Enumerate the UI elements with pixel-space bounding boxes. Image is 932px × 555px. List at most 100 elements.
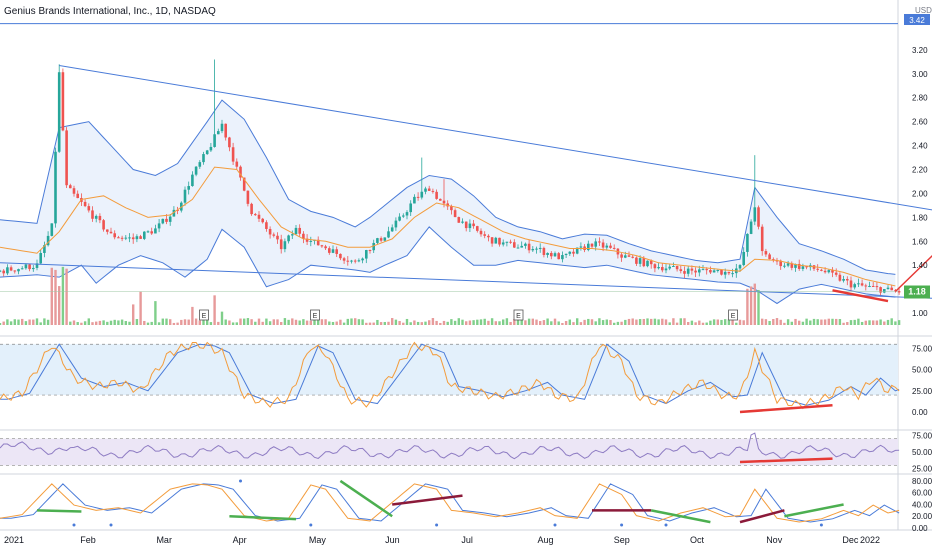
candle-body <box>516 247 520 249</box>
volume-bar <box>257 318 261 325</box>
volume-bar <box>439 322 442 325</box>
stoch-zone <box>0 344 898 396</box>
candle-body <box>39 252 42 264</box>
volume-bar <box>291 318 294 325</box>
volume-bar <box>213 295 216 325</box>
candle-body <box>550 252 553 257</box>
volume-bar <box>846 322 849 325</box>
osc-tick-label: 80.00 <box>912 477 932 486</box>
candle-body <box>416 196 420 198</box>
volume-bar <box>742 320 745 325</box>
candle-body <box>161 218 165 224</box>
candle-body <box>834 272 838 275</box>
volume-bar <box>154 301 157 325</box>
volume-bar <box>17 319 20 325</box>
candle-body <box>239 166 242 178</box>
candle-body <box>191 174 194 187</box>
volume-bar <box>287 319 290 325</box>
candle-body <box>487 235 490 238</box>
bollinger-lower-line <box>0 226 896 305</box>
volume-bar <box>564 321 568 325</box>
price-tick-label: 3.00 <box>912 70 928 79</box>
candle-body <box>860 283 864 286</box>
candle-body <box>775 260 779 262</box>
volume-bar <box>650 318 653 325</box>
volume-bar <box>701 322 705 325</box>
volume-bar <box>827 318 830 325</box>
volume-bar <box>309 320 312 325</box>
candle-body <box>372 242 375 251</box>
candle-body <box>231 147 235 162</box>
volume-bar <box>21 318 24 325</box>
time-tick-label: Jul <box>461 535 473 545</box>
price-axis[interactable]: 3.20 3.00 2.80 2.60 2.40 2.20 2.00 1.80 1.60 1.40… <box>912 46 928 318</box>
candle-body <box>875 286 879 288</box>
volume-bar <box>409 322 412 325</box>
time-tick-label: 2022 <box>860 535 880 545</box>
volume-bars <box>0 266 901 325</box>
candle-body <box>28 264 31 270</box>
candle-body <box>738 265 742 269</box>
candle-body <box>331 249 335 253</box>
volume-bar <box>527 318 531 325</box>
chart-title: Genius Brands International, Inc., 1D, N… <box>4 6 216 17</box>
oscillator-signal-dot <box>109 523 113 527</box>
candle-body <box>598 241 601 243</box>
candle-body <box>69 185 72 189</box>
volume-bar <box>2 321 5 325</box>
volume-bar <box>187 319 190 325</box>
candle-body <box>50 223 54 236</box>
rsi-tick-label: 75.00 <box>912 431 932 440</box>
volume-bar <box>128 321 131 325</box>
oscillator-signal-dot <box>620 523 624 527</box>
time-tick-label: May <box>309 535 327 545</box>
candle-body <box>202 154 205 163</box>
candle-body <box>653 264 657 269</box>
volume-bar <box>605 319 608 325</box>
candle-body <box>709 270 712 273</box>
volume-bar <box>749 286 753 325</box>
volume-bar <box>80 322 83 325</box>
candle-body <box>764 251 768 255</box>
candle-body <box>357 260 361 262</box>
volume-bar <box>202 318 205 325</box>
candle-body <box>624 255 627 258</box>
volume-bar <box>509 321 512 325</box>
volume-bar <box>805 318 808 325</box>
candle-body <box>501 242 505 245</box>
volume-bar <box>54 269 57 325</box>
volume-bar <box>890 318 893 325</box>
candle-body <box>605 245 609 248</box>
volume-bar <box>550 321 553 325</box>
volume-bar <box>746 288 749 325</box>
volume-bar <box>535 319 538 325</box>
earnings-marker-box <box>513 309 524 321</box>
volume-bar <box>165 318 168 325</box>
candle-body <box>217 131 220 135</box>
volume-bar <box>779 319 782 325</box>
candle-body <box>464 221 468 229</box>
volume-bar <box>790 321 793 325</box>
candle-body <box>24 264 28 269</box>
candle-body <box>568 251 572 254</box>
volume-bar <box>265 318 268 325</box>
candle-body <box>139 236 142 239</box>
candle-body <box>509 241 512 243</box>
volume-bar <box>431 318 435 325</box>
oscillator-signal-dot <box>435 523 439 527</box>
trendlines[interactable] <box>0 23 932 303</box>
candle-body <box>890 287 893 291</box>
volume-bar <box>176 322 179 325</box>
candle-body <box>224 123 227 138</box>
volume-bar <box>783 322 786 325</box>
time-tick-label: Dec <box>842 535 859 545</box>
candle-body <box>538 247 542 249</box>
oscillator-signal-line <box>0 483 900 523</box>
volume-bar <box>553 318 557 325</box>
volume-bar <box>809 320 812 325</box>
volume-bar <box>587 318 590 325</box>
time-axis[interactable]: 2021 Feb Mar Apr May Jun Jul Aug Sep Oct Nov Dec 202… <box>4 535 880 545</box>
